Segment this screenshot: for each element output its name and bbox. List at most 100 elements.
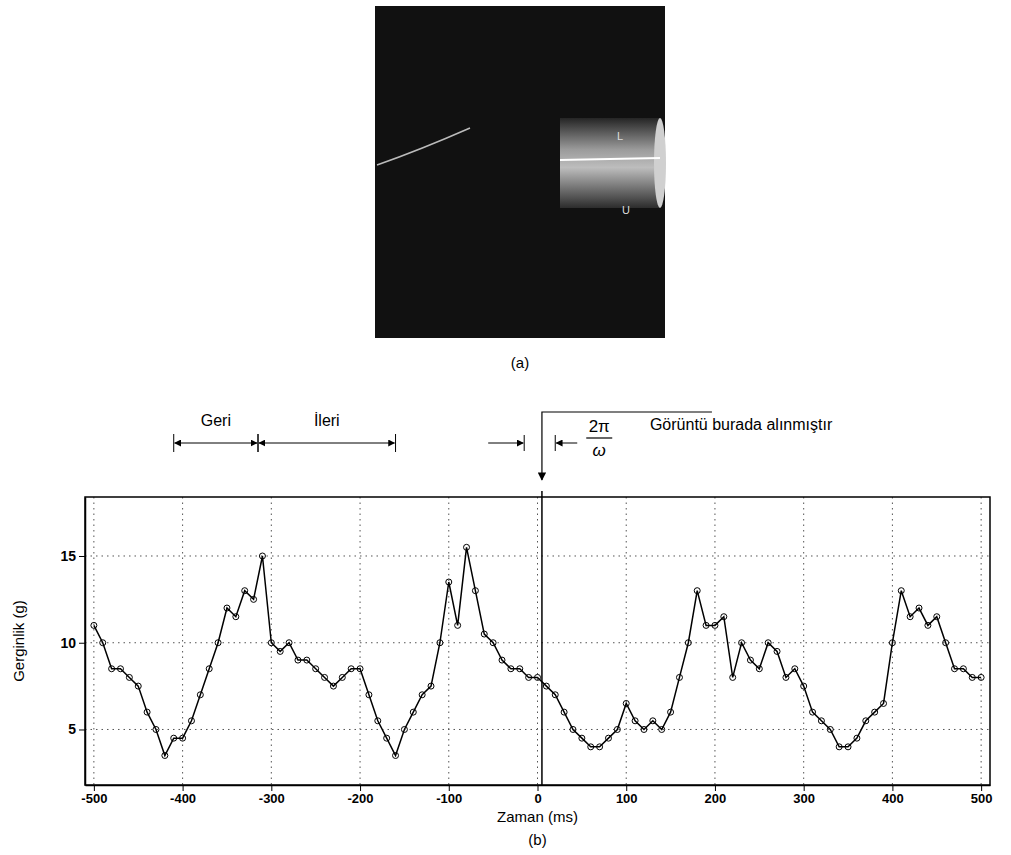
series-marker (517, 666, 523, 672)
x-tick-label: 400 (882, 791, 904, 806)
y-tick-label: 15 (60, 548, 76, 564)
period-end (524, 435, 525, 451)
series-marker (233, 614, 239, 620)
series-marker (898, 588, 904, 594)
y-tick-label: 10 (60, 635, 76, 651)
series-marker (774, 648, 780, 654)
series-marker (109, 666, 115, 672)
x-tick-label: 0 (534, 791, 541, 806)
series-marker (907, 614, 913, 620)
series-marker (659, 726, 665, 732)
series-marker (357, 666, 363, 672)
series-marker (925, 622, 931, 628)
grid-line (448, 497, 449, 785)
series-marker (286, 640, 292, 646)
series-marker (783, 674, 789, 680)
series-marker (91, 622, 97, 628)
x-tick-label: -100 (436, 791, 462, 806)
data-layer (91, 544, 984, 758)
series-marker (251, 596, 257, 602)
fraction-denominator: ω (593, 441, 606, 460)
series-marker (410, 709, 416, 715)
fraction-bar (586, 437, 612, 438)
series-marker (854, 735, 860, 741)
x-tick: 0 (534, 785, 541, 806)
x-tick-mark (538, 785, 539, 791)
series-marker (277, 648, 283, 654)
series-marker (428, 683, 434, 689)
series-marker (126, 674, 132, 680)
series-marker (730, 674, 736, 680)
series-marker (668, 709, 674, 715)
annotation-label: Geri (201, 412, 231, 429)
grid-line (93, 497, 94, 785)
grid-line (182, 497, 183, 785)
x-tick: 100 (616, 785, 638, 806)
series-marker (792, 666, 798, 672)
series-marker (455, 622, 461, 628)
series-marker (375, 718, 381, 724)
series-marker (242, 588, 248, 594)
series-marker (845, 744, 851, 750)
series-marker (295, 657, 301, 663)
y-tick: 10 (60, 635, 85, 651)
y-axis: 5 10 15 (60, 498, 85, 786)
series-marker (499, 657, 505, 663)
x-tick-label: 500 (971, 791, 993, 806)
series-marker (197, 692, 203, 698)
series-marker (863, 718, 869, 724)
grid (85, 497, 990, 785)
series-marker (224, 605, 230, 611)
x-tick-label: -400 (170, 791, 196, 806)
series-marker (366, 692, 372, 698)
series-marker (747, 657, 753, 663)
period-end (555, 435, 556, 451)
series-marker (171, 735, 177, 741)
series-marker (535, 674, 541, 680)
x-tick: 200 (705, 785, 727, 806)
grid-line (626, 497, 627, 785)
photo-background (375, 6, 665, 338)
y-tick-mark (79, 643, 85, 644)
y-tick: 5 (68, 721, 85, 737)
bracket-arrow (259, 443, 395, 444)
series-marker (943, 640, 949, 646)
fraction-numerator: 2π (589, 417, 610, 436)
series-marker (330, 683, 336, 689)
series-marker (597, 744, 603, 750)
y-tick-label: 5 (68, 721, 76, 737)
x-axis: -500-400-300-200-1000100200300400500 (81, 785, 992, 806)
series-marker (570, 726, 576, 732)
x-tick: -200 (348, 785, 374, 806)
series-marker (579, 735, 585, 741)
series-marker (543, 683, 549, 689)
series-marker (605, 735, 611, 741)
series-marker (339, 674, 345, 680)
series-marker (712, 622, 718, 628)
series-marker (401, 726, 407, 732)
series-marker (801, 683, 807, 689)
x-tick-label: 100 (616, 791, 638, 806)
photo-thread-bright (560, 158, 660, 160)
series-marker (765, 640, 771, 646)
x-tick-mark (360, 785, 361, 791)
photo-label: U (622, 204, 630, 216)
series-marker (304, 657, 310, 663)
y-axis-title: Gerginlik (g) (10, 600, 27, 682)
series-marker (756, 666, 762, 672)
series-marker (916, 605, 922, 611)
x-tick-mark (271, 785, 272, 791)
series-marker (810, 709, 816, 715)
x-tick-mark (94, 785, 95, 791)
annotation-label: Görüntü burada alınmıştır (650, 416, 833, 433)
series-marker (419, 692, 425, 698)
photo-label: L (617, 130, 623, 142)
grid-line (714, 497, 715, 785)
series-marker (818, 718, 824, 724)
series-marker (872, 709, 878, 715)
x-tick-mark (626, 785, 627, 791)
period-arrow (488, 443, 523, 444)
series-marker (348, 666, 354, 672)
series-marker (561, 709, 567, 715)
series-line (94, 547, 981, 755)
